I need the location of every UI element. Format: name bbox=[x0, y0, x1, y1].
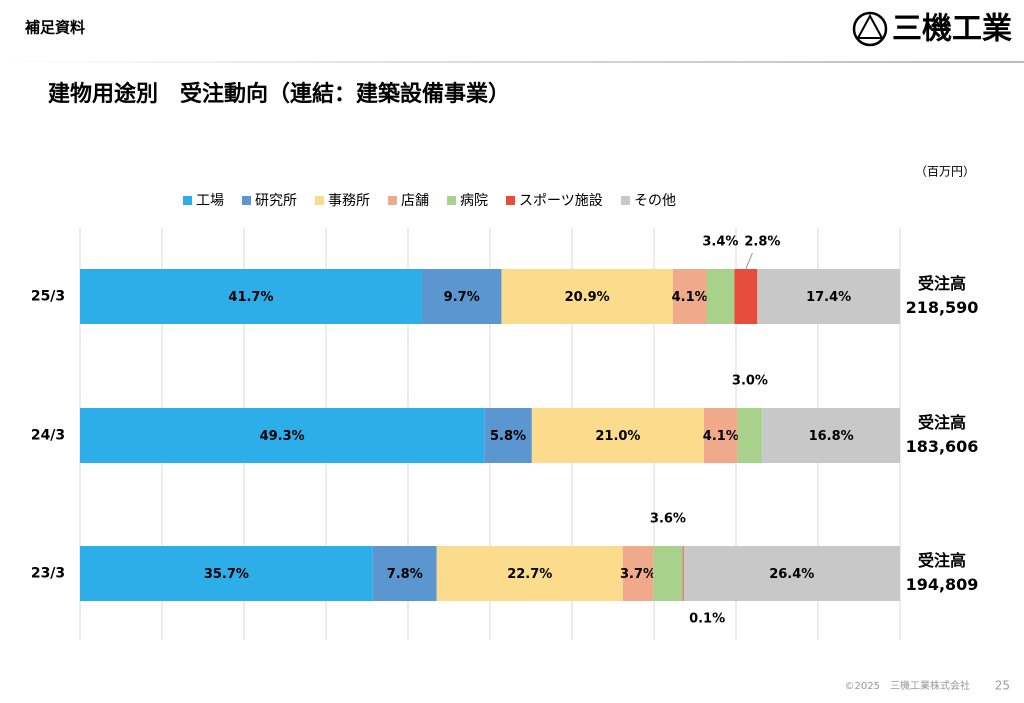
logo-text: 三機工業 bbox=[892, 12, 1012, 47]
total-caption: 受注高 bbox=[918, 551, 966, 570]
legend-label: 病院 bbox=[460, 193, 488, 209]
legend-swatch bbox=[388, 196, 397, 205]
data-label: 16.8% bbox=[809, 429, 854, 444]
unit-label: （百万円） bbox=[915, 165, 975, 179]
data-label: 0.1% bbox=[689, 612, 725, 627]
legend-swatch bbox=[315, 196, 324, 205]
data-label: 3.0% bbox=[732, 374, 768, 389]
data-label: 22.7% bbox=[507, 567, 552, 582]
header-rule bbox=[0, 61, 1024, 63]
legend-label: その他 bbox=[634, 193, 676, 209]
total-value: 218,590 bbox=[906, 298, 979, 317]
data-label: 20.9% bbox=[565, 290, 610, 305]
data-label: 21.0% bbox=[595, 429, 640, 444]
logo-icon bbox=[856, 13, 884, 39]
data-label: 3.4% bbox=[702, 235, 738, 250]
bar-segment bbox=[80, 546, 373, 601]
data-label: 17.4% bbox=[806, 290, 851, 305]
data-label: 2.8% bbox=[744, 235, 780, 250]
legend-label: 事務所 bbox=[328, 193, 370, 209]
section-label: 補足資料 bbox=[24, 19, 85, 37]
category-label: 23/3 bbox=[31, 566, 65, 582]
bar-segment bbox=[737, 408, 763, 463]
legend-swatch bbox=[506, 196, 515, 205]
bar-segment bbox=[436, 546, 623, 601]
bar-segment bbox=[762, 408, 900, 463]
bar-segment bbox=[80, 408, 485, 463]
bar-segment bbox=[757, 269, 900, 324]
bar-segment bbox=[704, 408, 738, 463]
total-caption: 受注高 bbox=[918, 413, 966, 432]
data-label: 4.1% bbox=[672, 290, 708, 305]
data-label: 35.7% bbox=[204, 567, 249, 582]
data-label: 5.8% bbox=[490, 429, 526, 444]
legend-swatch bbox=[242, 196, 251, 205]
total-value: 194,809 bbox=[906, 575, 979, 594]
data-label: 7.8% bbox=[387, 567, 423, 582]
category-label: 25/3 bbox=[31, 289, 65, 305]
data-label: 4.1% bbox=[703, 429, 739, 444]
bar-segment bbox=[372, 546, 437, 601]
logo-icon bbox=[852, 11, 888, 47]
data-label: 49.3% bbox=[260, 429, 305, 444]
bar-segment bbox=[622, 546, 654, 601]
bar-segment bbox=[682, 546, 684, 601]
category-label: 24/3 bbox=[31, 428, 65, 444]
data-label: 41.7% bbox=[228, 290, 273, 305]
legend-label: 店舗 bbox=[401, 193, 429, 209]
leader-line bbox=[745, 252, 753, 270]
legend-label: 工場 bbox=[196, 193, 224, 209]
slide-title: 建物用途別 受注動向（連結：建築設備事業） bbox=[48, 81, 510, 107]
page-number: 25 bbox=[995, 679, 1010, 693]
data-label: 3.6% bbox=[650, 512, 686, 527]
bar-segment bbox=[80, 269, 422, 324]
legend-swatch bbox=[183, 196, 192, 205]
bar-segment bbox=[706, 269, 735, 324]
data-label: 3.7% bbox=[620, 567, 656, 582]
bar-segment bbox=[531, 408, 705, 463]
data-label: 9.7% bbox=[444, 290, 480, 305]
total-value: 183,606 bbox=[906, 437, 979, 456]
total-caption: 受注高 bbox=[918, 274, 966, 293]
copyright: ©2025 三機工業株式会社 bbox=[845, 679, 970, 692]
bar-segment bbox=[683, 546, 900, 601]
legend-swatch bbox=[447, 196, 456, 205]
logo: 三機工業 bbox=[852, 11, 1012, 47]
bar-segment bbox=[484, 408, 532, 463]
bar-segment bbox=[672, 269, 707, 324]
legend-label: スポーツ施設 bbox=[519, 193, 603, 209]
bar-segment bbox=[501, 269, 673, 324]
legend-swatch bbox=[621, 196, 630, 205]
bar-segment bbox=[421, 269, 502, 324]
legend-label: 研究所 bbox=[255, 193, 297, 209]
data-label: 26.4% bbox=[769, 567, 814, 582]
bar-segment bbox=[734, 269, 758, 324]
bar-segment bbox=[653, 546, 683, 601]
